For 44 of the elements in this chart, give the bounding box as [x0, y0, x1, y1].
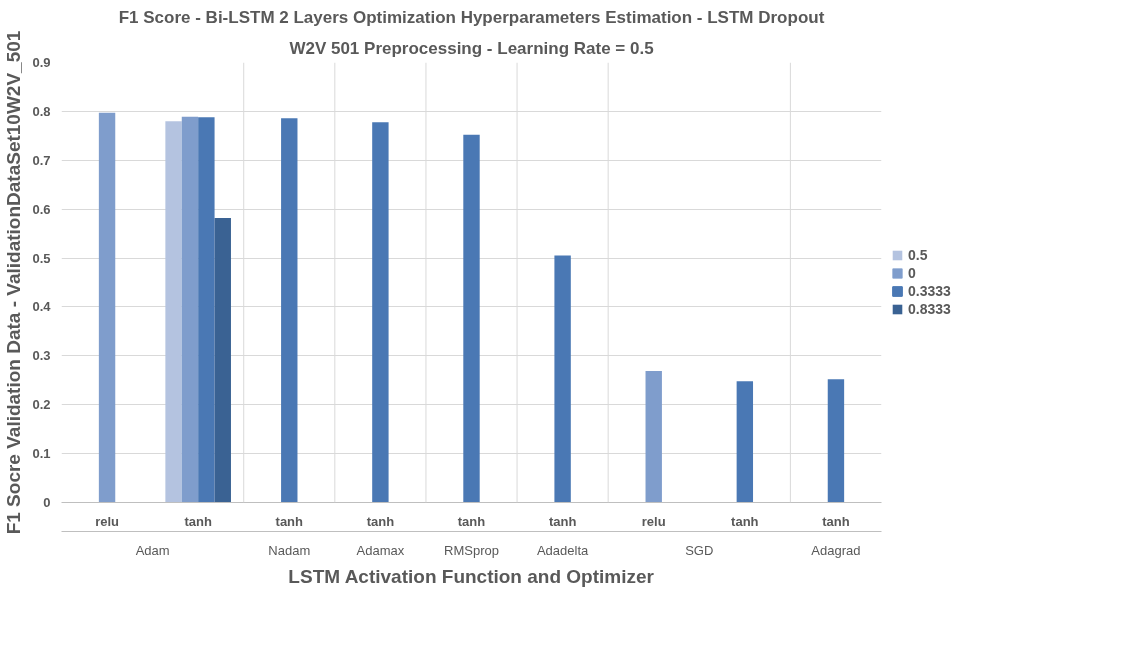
x-tick-label: tanh	[457, 513, 486, 529]
bar	[827, 379, 845, 503]
bar	[165, 121, 182, 503]
text: Nadam	[268, 542, 311, 558]
text: Adam	[135, 542, 170, 558]
legend-label: 0.8333	[908, 301, 951, 317]
bar	[463, 134, 480, 503]
x-tick-label: relu	[641, 513, 666, 529]
x-tick-label: tanh	[366, 513, 395, 529]
legend-label: 0	[908, 265, 917, 281]
chart-subtitle: W2V 501 Preprocessing - Learning Rate = 0.5	[289, 38, 654, 58]
y-tick-label: 0.6	[32, 201, 51, 217]
y-tick-label: 0.1	[32, 446, 51, 462]
text: RMSprop	[444, 542, 499, 558]
y-tick-label: 0.9	[32, 55, 51, 70]
legend-label: 0.3333	[908, 283, 951, 299]
x-tick-label: tanh	[731, 513, 759, 529]
y-tick-label: 0.2	[32, 397, 51, 413]
y-tick-label: 0.7	[32, 152, 51, 168]
x-tick-label: tanh	[822, 513, 850, 529]
x-tick-label: tanh	[548, 513, 577, 529]
x-axis-title: LSTM Activation Function and Optimizer	[288, 565, 655, 587]
bar	[736, 381, 754, 503]
y-tick-label: 0.5	[32, 250, 51, 266]
bar	[98, 112, 116, 503]
bar	[281, 118, 298, 503]
x-tick-label: tanh	[275, 513, 304, 529]
y-tick-label: 0.8	[32, 103, 51, 119]
text: SGD	[685, 542, 714, 558]
y-tick-label: 0.3	[32, 348, 51, 364]
chart-title: F1 Score - Bi-LSTM 2 Layers Optimization Hyperparameters Estimation - LSTM Dropout	[118, 7, 825, 27]
text: Adadelta	[536, 542, 590, 558]
text: Adamax	[356, 542, 405, 558]
y-axis-title: F1 Socre Validation Data - ValidationDataSet10W2V_501	[3, 30, 25, 535]
legend-label: 0.5	[908, 247, 928, 263]
bar	[554, 255, 571, 503]
x-tick-label: relu	[95, 513, 120, 529]
x-tick-label: tanh	[184, 513, 212, 529]
y-tick-label: 0	[43, 495, 51, 510]
y-tick-label: 0.4	[32, 299, 52, 315]
bar	[372, 122, 389, 503]
text: Adagrad	[811, 542, 861, 558]
bar	[645, 370, 662, 503]
bar	[214, 217, 231, 503]
